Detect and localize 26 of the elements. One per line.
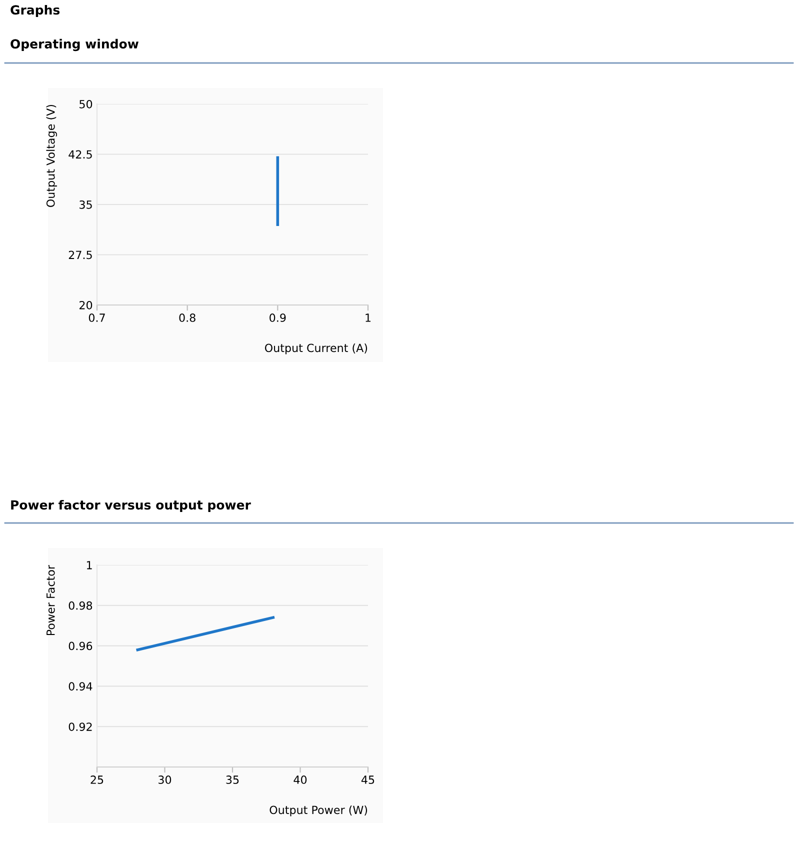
y-tick-label: 50 (80, 100, 92, 108)
x-tick-label: 30 (158, 776, 172, 784)
y-tick-label: 35 (80, 200, 92, 209)
y-tick-label: 42.5 (68, 150, 92, 159)
y-tick-label: 0.94 (68, 682, 92, 691)
x-tick-label: 45 (361, 776, 374, 784)
text: Graphs (10, 4, 60, 18)
x-axis-title: Output Power (W) (270, 806, 368, 816)
x-tick-label: 25 (90, 776, 104, 784)
y-tick-label: 0.96 (68, 642, 92, 650)
y-tick-label: 20 (80, 300, 92, 310)
x-tick-label: 0.9 (270, 314, 286, 322)
y-tick-label: 1 (86, 561, 92, 570)
x-tick-label: 0.8 (179, 314, 196, 322)
x-tick-label: 1 (366, 314, 371, 322)
x-tick-label: 0.7 (88, 314, 105, 322)
x-tick-label: 35 (226, 776, 239, 784)
y-tick-label: 27.5 (68, 250, 92, 260)
y-axis-title: Output Voltage (V) (46, 104, 57, 207)
y-axis-title: Power Factor (46, 565, 55, 636)
x-axis-title: Output Current (A) (264, 344, 368, 354)
chart-title: Power factor versus output power (11, 500, 251, 512)
x-tick-label: 40 (294, 776, 307, 784)
chart-title: Operating window (10, 38, 138, 52)
y-tick-label: 0.92 (68, 722, 92, 731)
y-tick-label: 0.98 (68, 601, 92, 610)
